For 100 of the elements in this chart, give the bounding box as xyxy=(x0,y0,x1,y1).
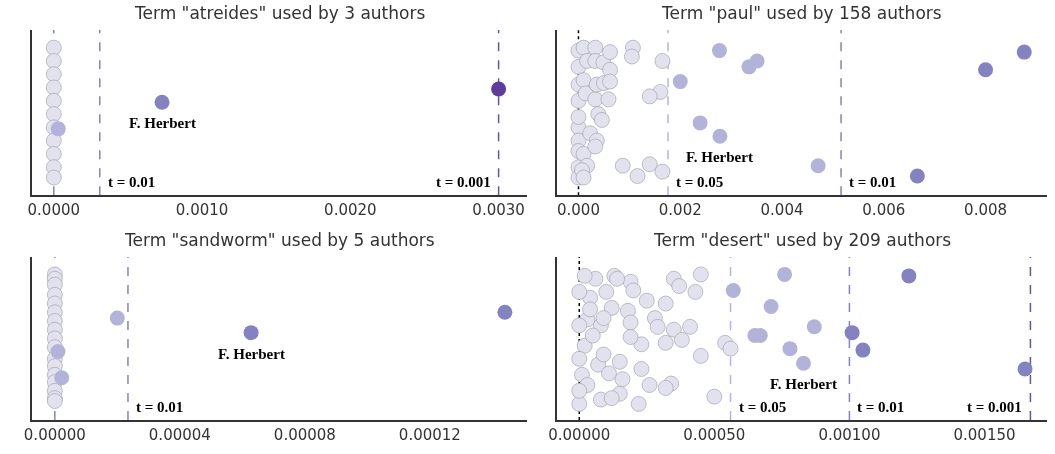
x-tick-label: 0.00000 xyxy=(23,425,86,444)
point xyxy=(649,319,666,335)
point xyxy=(50,121,66,137)
annotation: t = 0.01 xyxy=(857,399,905,415)
point xyxy=(639,292,655,309)
annotation: t = 0.01 xyxy=(136,399,184,415)
point xyxy=(576,268,593,284)
x-tick-label: 0.0030 xyxy=(472,200,525,219)
x-tick-label: 0.00050 xyxy=(683,425,746,444)
point xyxy=(571,317,588,334)
point xyxy=(671,278,688,294)
point xyxy=(1016,44,1032,60)
point xyxy=(654,53,671,69)
point xyxy=(601,365,617,382)
point xyxy=(46,79,62,96)
point xyxy=(633,336,650,353)
point xyxy=(587,138,604,155)
point xyxy=(46,92,62,109)
point xyxy=(633,361,650,377)
point xyxy=(584,327,601,344)
point xyxy=(614,371,631,387)
point xyxy=(243,325,259,341)
point xyxy=(46,53,62,69)
x-tick-label: 0.00000 xyxy=(548,425,611,444)
point xyxy=(587,39,604,56)
point xyxy=(657,380,674,396)
point xyxy=(611,353,628,370)
point xyxy=(109,310,125,326)
chart-title: Term "atreides" used by 3 authors xyxy=(134,3,426,23)
x-tick-label: 0.00004 xyxy=(148,425,211,444)
point xyxy=(154,94,170,110)
point xyxy=(712,128,728,144)
point xyxy=(595,346,612,363)
point xyxy=(692,115,708,131)
point xyxy=(594,112,610,128)
chart-title: Term "desert" used by 209 authors xyxy=(653,230,952,250)
point xyxy=(571,284,588,300)
x-tick-label: 0.0000 xyxy=(27,200,81,219)
x-tick-label: 0.00100 xyxy=(818,425,881,444)
point xyxy=(587,91,604,108)
point xyxy=(46,39,62,56)
point xyxy=(582,301,598,318)
x-tick-label: 0.004 xyxy=(760,200,804,219)
point xyxy=(782,341,798,357)
annotation: F. Herbert xyxy=(770,376,837,392)
point xyxy=(602,44,618,60)
point xyxy=(603,390,620,406)
point xyxy=(624,48,640,65)
x-tick-label: 0.008 xyxy=(964,200,1008,219)
point xyxy=(46,169,62,186)
x-tick-label: 0.00012 xyxy=(398,425,461,444)
point xyxy=(749,53,765,69)
point xyxy=(603,300,620,316)
point xyxy=(855,342,871,358)
point xyxy=(46,146,62,162)
point xyxy=(641,156,658,173)
point xyxy=(654,163,671,180)
chart-title: Term "sandworm" used by 5 authors xyxy=(124,230,435,250)
annotation: F. Herbert xyxy=(686,149,753,165)
point xyxy=(497,304,513,320)
point xyxy=(641,377,658,393)
point xyxy=(600,91,617,108)
point xyxy=(1017,361,1033,377)
annotation: t = 0.001 xyxy=(436,174,491,190)
annotation: t = 0.05 xyxy=(676,174,724,190)
point xyxy=(491,81,507,97)
point xyxy=(641,88,658,105)
point xyxy=(795,355,811,371)
point xyxy=(46,66,62,83)
point xyxy=(711,43,727,59)
annotation: t = 0.001 xyxy=(967,399,1022,415)
point xyxy=(575,169,592,186)
point xyxy=(722,340,739,357)
point xyxy=(672,74,688,90)
point xyxy=(50,344,66,360)
point xyxy=(622,329,639,345)
point xyxy=(571,383,588,399)
point xyxy=(763,298,779,314)
point xyxy=(909,168,925,184)
point xyxy=(978,62,994,78)
point xyxy=(571,351,588,367)
x-tick-label: 0.00008 xyxy=(273,425,336,444)
point xyxy=(629,168,646,184)
x-tick-label: 0.0010 xyxy=(175,200,229,219)
point xyxy=(706,388,723,405)
point xyxy=(844,325,860,341)
x-tick-label: 0.000 xyxy=(557,200,600,219)
point xyxy=(602,73,618,90)
annotation: F. Herbert xyxy=(218,346,285,362)
annotation: t = 0.05 xyxy=(739,399,787,415)
point xyxy=(657,335,674,351)
annotation: t = 0.01 xyxy=(108,174,156,190)
point xyxy=(674,332,690,348)
point xyxy=(687,284,704,300)
annotation: F. Herbert xyxy=(129,115,196,131)
point xyxy=(570,109,587,125)
point xyxy=(693,348,709,364)
x-tick-label: 0.0020 xyxy=(324,200,377,219)
point xyxy=(598,284,615,300)
point xyxy=(806,319,822,335)
